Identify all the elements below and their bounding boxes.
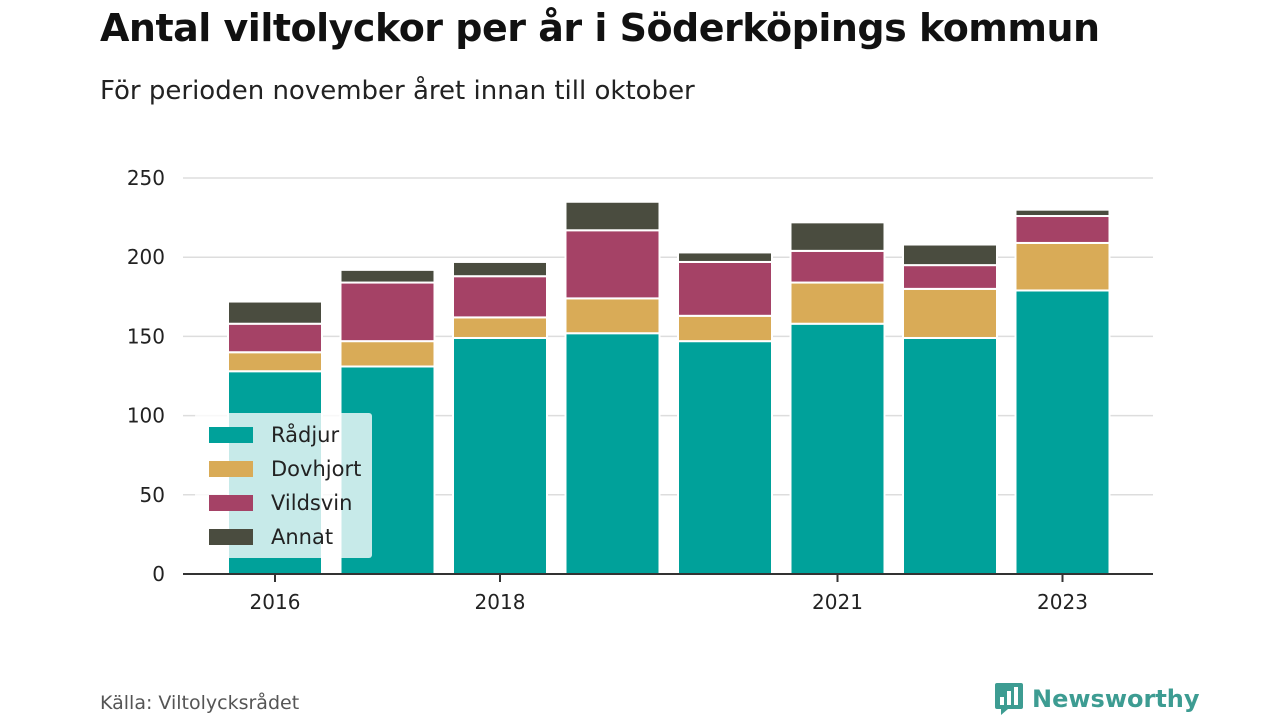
bar-2020-dovhjort bbox=[677, 314, 773, 343]
bar-2019-vildsvin bbox=[564, 229, 661, 300]
chart-subtitle: För perioden november året innan till ok… bbox=[100, 76, 695, 106]
bar-2021-annat bbox=[789, 221, 886, 252]
legend-swatch-vildsvin bbox=[209, 495, 253, 511]
y-tick-label-150: 150 bbox=[127, 324, 165, 348]
bar-2023-vildsvin bbox=[1014, 215, 1111, 244]
bar-2023-radjur bbox=[1014, 289, 1111, 575]
bar-2023-dovhjort bbox=[1014, 241, 1111, 292]
bar-2022-vildsvin bbox=[902, 264, 998, 290]
y-tick-label-200: 200 bbox=[127, 245, 165, 269]
legend-swatch-radjur bbox=[209, 427, 253, 443]
brand-name: Newsworthy bbox=[1032, 685, 1200, 713]
bar-2019-dovhjort bbox=[564, 297, 661, 335]
bar-2018-annat bbox=[452, 260, 548, 278]
newsworthy-logo[interactable]: Newsworthy bbox=[994, 682, 1200, 716]
legend-label-dovhjort: Dovhjort bbox=[271, 457, 362, 481]
bar-2016-annat bbox=[227, 300, 323, 325]
x-tick-label-2016: 2016 bbox=[250, 590, 301, 614]
bar-2020-annat bbox=[677, 251, 773, 263]
chart-legend: Rådjur Dovhjort Vildsvin Annat bbox=[195, 413, 372, 558]
bar-2021-dovhjort bbox=[789, 281, 886, 325]
bar-2020-radjur bbox=[677, 340, 773, 576]
legend-label-radjur: Rådjur bbox=[271, 423, 340, 447]
bar-2022-dovhjort bbox=[902, 287, 998, 339]
y-tick-label-100: 100 bbox=[127, 404, 165, 428]
legend-label-annat: Annat bbox=[271, 525, 334, 549]
bar-2020-vildsvin bbox=[677, 260, 773, 317]
legend-item-vildsvin: Vildsvin bbox=[209, 491, 352, 515]
y-tick-label-0: 0 bbox=[152, 562, 165, 586]
bar-2016-dovhjort bbox=[227, 351, 323, 373]
bar-2018-vildsvin bbox=[452, 275, 548, 319]
bar-2019-annat bbox=[564, 200, 661, 232]
legend-label-vildsvin: Vildsvin bbox=[271, 491, 353, 515]
legend-item-dovhjort: Dovhjort bbox=[209, 457, 361, 481]
bar-2019-radjur bbox=[564, 332, 661, 575]
x-tick-label-2021: 2021 bbox=[812, 590, 863, 614]
bar-2021-vildsvin bbox=[789, 249, 886, 284]
bar-2022-annat bbox=[902, 243, 998, 267]
y-tick-label-50: 50 bbox=[140, 483, 165, 507]
legend-item-radjur: Rådjur bbox=[209, 423, 339, 447]
bar-chart-bubble-icon bbox=[995, 683, 1023, 715]
x-tick-label-2023: 2023 bbox=[1037, 590, 1088, 614]
bar-2017-annat bbox=[339, 268, 436, 284]
bar-2023-annat bbox=[1014, 208, 1111, 218]
legend-item-annat: Annat bbox=[209, 525, 333, 549]
bar-2022-radjur bbox=[902, 336, 998, 576]
y-tick-label-250: 250 bbox=[127, 166, 165, 190]
bar-2018-dovhjort bbox=[452, 316, 548, 339]
source-note: Källa: Viltolycksrådet bbox=[100, 692, 300, 714]
x-tick-label-2018: 2018 bbox=[475, 590, 526, 614]
bar-2016-vildsvin bbox=[227, 322, 323, 354]
chart-title: Antal viltolyckor per år i Söderköpings … bbox=[100, 6, 1100, 50]
legend-swatch-annat bbox=[209, 529, 253, 545]
bar-2018-radjur bbox=[452, 336, 548, 576]
bar-2021-radjur bbox=[789, 322, 886, 575]
legend-swatch-dovhjort bbox=[209, 461, 253, 477]
bar-2017-vildsvin bbox=[339, 281, 436, 343]
bar-2017-dovhjort bbox=[339, 340, 436, 368]
